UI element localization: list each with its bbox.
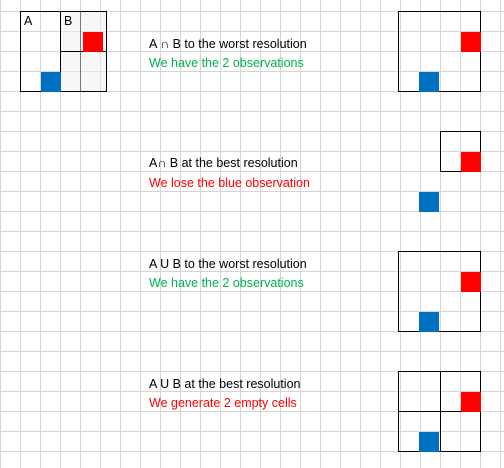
row2-red-observation (461, 152, 481, 172)
row2-title: A∩ B at the best resolution (149, 156, 298, 170)
row1-red-observation (461, 32, 481, 52)
row4-cell-divider-horizontal (398, 411, 481, 412)
region-b-label: B (64, 14, 73, 28)
row2-note: We lose the blue observation (149, 176, 310, 190)
row2-blue-observation (419, 192, 439, 212)
row3-title: A U B to the worst resolution (149, 257, 307, 271)
row4-title: A U B at the best resolution (149, 377, 301, 391)
row4-note: We generate 2 empty cells (149, 396, 297, 410)
row1-blue-observation (419, 72, 439, 92)
row3-red-observation (461, 272, 481, 292)
region-a-label: A (24, 14, 33, 28)
row3-blue-observation (419, 312, 439, 332)
row1-note: We have the 2 observations (149, 56, 304, 70)
row4-blue-observation (419, 432, 439, 452)
row2-result-box (440, 131, 481, 172)
blue-observation (41, 72, 61, 92)
row3-note: We have the 2 observations (149, 276, 304, 290)
row4-red-observation (461, 392, 481, 412)
row1-title: A ∩ B to the worst resolution (149, 37, 307, 51)
red-observation (83, 32, 103, 52)
